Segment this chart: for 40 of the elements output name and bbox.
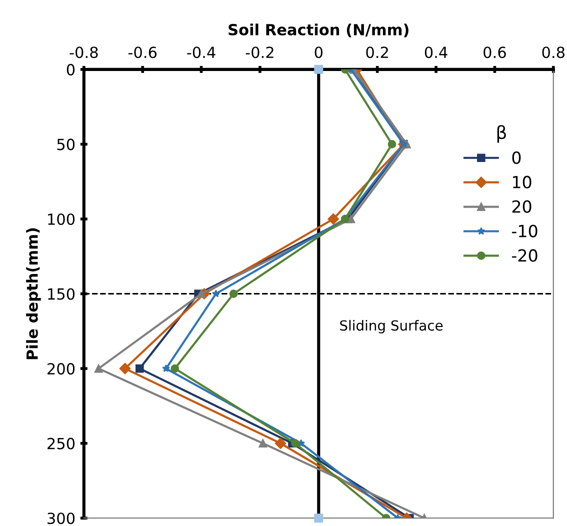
x-tick-label: 0.6 (484, 46, 506, 58)
point (388, 140, 396, 148)
y-axis-title: Pile depth(mm) (26, 228, 41, 360)
point (314, 514, 324, 523)
point (136, 364, 144, 373)
x-tick-label: 0 (314, 46, 322, 58)
legend-label: -20 (512, 249, 538, 262)
point (258, 439, 268, 448)
x-tick-label: -0.4 (187, 46, 216, 58)
y-tick-label: 100 (48, 213, 75, 226)
point (274, 438, 286, 449)
x-axis-title: Soil Reaction (N/mm) (228, 24, 408, 38)
point (162, 364, 170, 372)
x-tick-label: 0.8 (542, 46, 564, 58)
y-tick-label: 50 (57, 138, 75, 150)
point (170, 364, 180, 373)
y-tick-label: 300 (48, 512, 75, 524)
y-tick-label: 0 (66, 64, 75, 76)
x-tick-label: 0.4 (424, 46, 448, 58)
point (119, 362, 131, 374)
legend-title: β (497, 125, 506, 143)
legend-label: 0 (512, 151, 521, 164)
point (229, 290, 238, 298)
x-tick-label: 0.2 (366, 46, 388, 58)
x-tick-label: -0.8 (70, 46, 98, 58)
ref-line-label: Sliding Surface (340, 320, 443, 334)
legend-label: -10 (512, 224, 538, 238)
point (291, 439, 300, 448)
y-tick-label: 250 (48, 438, 75, 450)
legend-label: 20 (512, 200, 532, 213)
point (314, 64, 324, 74)
legend-label: 10 (513, 176, 532, 188)
x-tick-label: -0.6 (128, 46, 157, 58)
point (328, 213, 339, 225)
x-tick-label: -0.2 (246, 46, 274, 58)
point (94, 364, 103, 373)
y-tick-label: 200 (48, 363, 75, 375)
point (212, 290, 220, 298)
y-tick-label: 150 (48, 288, 75, 300)
point (346, 214, 356, 224)
